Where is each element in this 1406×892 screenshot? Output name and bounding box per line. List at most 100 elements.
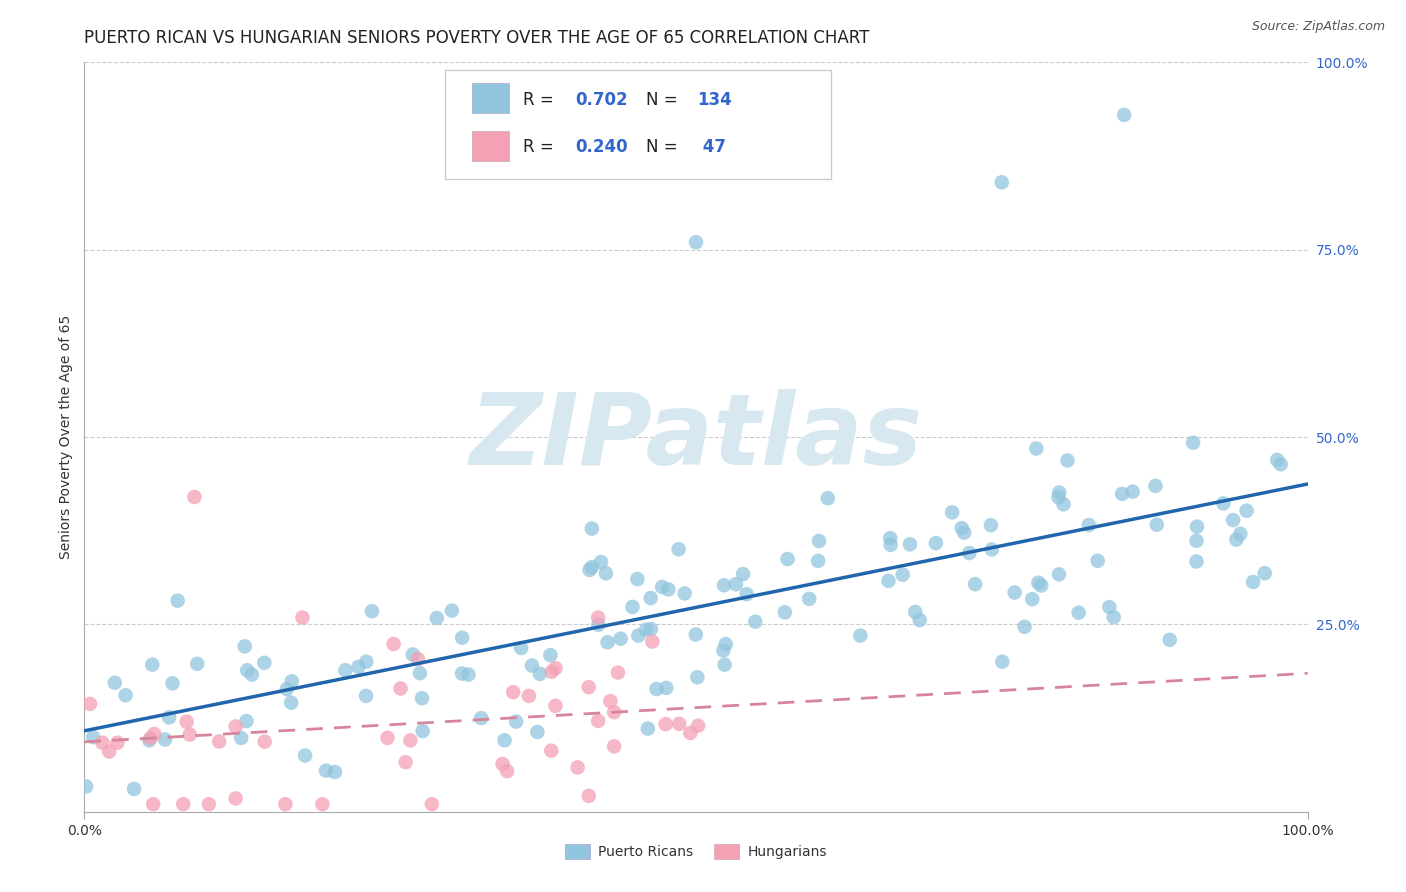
Point xyxy=(347,660,370,674)
Point xyxy=(603,739,626,754)
Point xyxy=(104,675,127,690)
Point xyxy=(640,591,662,606)
Point xyxy=(1056,453,1078,467)
Point xyxy=(1087,554,1109,568)
Text: 0.240: 0.240 xyxy=(575,138,627,156)
Point xyxy=(529,666,551,681)
Point xyxy=(1144,479,1167,493)
Point xyxy=(714,637,737,651)
Point xyxy=(1265,453,1288,467)
Point xyxy=(409,666,432,681)
Point xyxy=(1236,504,1258,518)
Point xyxy=(470,711,492,725)
Point xyxy=(599,694,621,708)
Point xyxy=(540,744,562,758)
Point xyxy=(1021,592,1043,607)
Point xyxy=(1241,574,1264,589)
Point xyxy=(1014,620,1036,634)
Point xyxy=(991,175,1014,189)
Point xyxy=(1225,533,1247,547)
Point xyxy=(655,681,678,695)
Point xyxy=(420,797,443,812)
Point xyxy=(711,643,734,657)
Point xyxy=(225,719,247,733)
Point xyxy=(505,714,527,729)
Point xyxy=(686,719,709,733)
Point xyxy=(965,577,987,591)
Point xyxy=(1222,513,1244,527)
Point xyxy=(517,689,540,703)
Point xyxy=(606,665,628,680)
Point xyxy=(235,714,257,728)
Point xyxy=(950,521,973,535)
Point xyxy=(621,599,644,614)
FancyBboxPatch shape xyxy=(472,84,509,113)
Point xyxy=(141,657,163,672)
Point xyxy=(544,698,567,713)
Point xyxy=(773,605,796,619)
Point xyxy=(581,522,603,536)
Point xyxy=(1077,518,1099,533)
Point xyxy=(1229,526,1251,541)
Point xyxy=(1047,485,1070,500)
Point xyxy=(406,652,429,666)
Point xyxy=(898,537,921,551)
Point xyxy=(980,518,1002,533)
Point xyxy=(82,730,104,744)
Point xyxy=(502,685,524,699)
Point xyxy=(609,632,631,646)
Point xyxy=(731,567,754,582)
Point xyxy=(75,780,97,794)
Point xyxy=(713,578,735,592)
Point xyxy=(877,574,900,588)
Point xyxy=(1102,610,1125,624)
Point xyxy=(1254,566,1277,581)
Point xyxy=(980,542,1002,557)
Text: PUERTO RICAN VS HUNGARIAN SENIORS POVERTY OVER THE AGE OF 65 CORRELATION CHART: PUERTO RICAN VS HUNGARIAN SENIORS POVERT… xyxy=(84,29,870,47)
Point xyxy=(586,714,609,728)
Point xyxy=(107,736,129,750)
Point xyxy=(1185,519,1208,533)
Point xyxy=(208,734,231,748)
Point xyxy=(879,538,901,552)
Point xyxy=(724,577,747,591)
Point xyxy=(402,648,425,662)
Point xyxy=(908,613,931,627)
Text: N =: N = xyxy=(645,138,683,156)
Point xyxy=(1212,496,1234,510)
Point xyxy=(640,622,662,636)
Point xyxy=(544,661,567,675)
Point xyxy=(1031,578,1053,592)
Point xyxy=(941,505,963,519)
Point xyxy=(586,610,609,624)
Point xyxy=(668,542,690,557)
Point xyxy=(957,546,980,560)
Point xyxy=(315,764,337,778)
Point xyxy=(166,593,188,607)
Point xyxy=(581,560,603,574)
Point xyxy=(807,533,830,548)
Point xyxy=(143,727,166,741)
Point xyxy=(925,536,948,550)
Point xyxy=(1146,517,1168,532)
Point xyxy=(776,552,799,566)
Text: 47: 47 xyxy=(697,138,725,156)
Point xyxy=(172,797,194,812)
Point xyxy=(236,663,259,677)
Point xyxy=(645,681,668,696)
Point xyxy=(294,748,316,763)
FancyBboxPatch shape xyxy=(446,70,831,178)
Point xyxy=(1047,491,1070,505)
Point xyxy=(412,724,434,739)
Point xyxy=(637,722,659,736)
Point xyxy=(114,688,136,702)
Point xyxy=(807,554,830,568)
Point xyxy=(225,791,247,805)
Text: N =: N = xyxy=(645,91,683,109)
Point xyxy=(654,717,676,731)
Point xyxy=(274,797,297,812)
Point xyxy=(651,580,673,594)
Point xyxy=(491,757,513,772)
Point xyxy=(1004,585,1026,599)
Point xyxy=(596,635,619,649)
